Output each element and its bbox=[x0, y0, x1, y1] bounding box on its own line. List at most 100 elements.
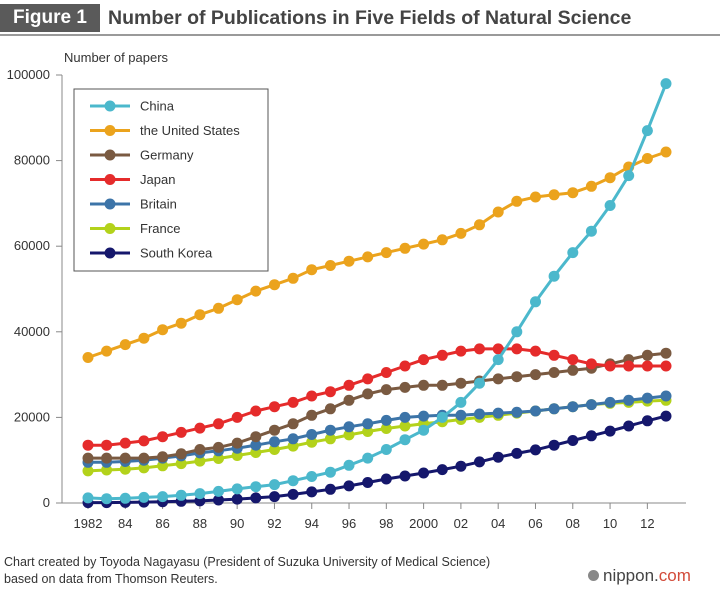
data-point bbox=[436, 464, 448, 476]
data-point bbox=[492, 343, 504, 355]
data-point bbox=[530, 345, 541, 357]
data-point bbox=[399, 470, 411, 482]
data-point bbox=[138, 452, 150, 464]
data-point bbox=[343, 429, 355, 441]
y-tick-label: 100000 bbox=[7, 67, 50, 82]
data-point bbox=[399, 420, 411, 432]
x-tick-label: 10 bbox=[603, 516, 617, 531]
data-point bbox=[511, 195, 523, 207]
data-point bbox=[530, 296, 541, 308]
data-point bbox=[511, 406, 523, 418]
data-point bbox=[324, 466, 336, 478]
data-point bbox=[175, 448, 187, 460]
data-point bbox=[623, 170, 635, 182]
data-point bbox=[138, 332, 150, 344]
legend-swatch-marker bbox=[104, 125, 116, 136]
data-point bbox=[585, 430, 597, 442]
data-point bbox=[492, 407, 504, 419]
y-tick-label: 60000 bbox=[14, 238, 50, 253]
x-tick-label: 06 bbox=[528, 516, 542, 531]
data-point bbox=[231, 294, 243, 306]
data-point bbox=[287, 396, 299, 408]
brand-suffix: com bbox=[658, 566, 691, 585]
source-note: Chart created by Toyoda Nagayasu (Presid… bbox=[4, 555, 491, 586]
data-point bbox=[82, 439, 94, 451]
data-point bbox=[511, 343, 523, 355]
data-point bbox=[231, 483, 243, 495]
data-point bbox=[362, 452, 374, 464]
data-point bbox=[436, 379, 448, 391]
title-divider bbox=[0, 34, 720, 36]
data-point bbox=[511, 326, 523, 338]
data-point bbox=[585, 225, 597, 237]
x-tick-label: 90 bbox=[230, 516, 244, 531]
data-point bbox=[82, 492, 94, 504]
legend-item: France bbox=[90, 221, 180, 236]
data-point bbox=[101, 493, 113, 505]
data-point bbox=[399, 242, 411, 254]
data-point bbox=[362, 426, 374, 437]
data-point bbox=[399, 434, 411, 446]
data-point bbox=[418, 410, 430, 422]
data-point bbox=[306, 471, 318, 482]
data-point bbox=[343, 459, 355, 471]
data-point bbox=[660, 410, 672, 422]
data-point bbox=[324, 483, 336, 495]
data-point bbox=[474, 408, 485, 420]
data-point bbox=[231, 437, 243, 449]
data-point bbox=[213, 418, 224, 430]
data-point bbox=[660, 347, 672, 359]
data-point bbox=[213, 441, 224, 453]
x-tick-label: 86 bbox=[155, 516, 169, 531]
legend-item: the United States bbox=[90, 123, 240, 138]
legend-label: Britain bbox=[140, 197, 177, 212]
data-point bbox=[530, 444, 541, 456]
data-point bbox=[343, 480, 355, 492]
x-tick-label: 88 bbox=[193, 516, 207, 531]
data-point bbox=[231, 493, 243, 505]
data-point bbox=[585, 180, 597, 192]
data-point bbox=[511, 447, 523, 459]
data-point bbox=[343, 255, 355, 267]
legend-label: South Korea bbox=[140, 246, 213, 261]
data-point bbox=[343, 379, 355, 391]
data-point bbox=[623, 360, 635, 372]
data-point bbox=[119, 339, 131, 351]
legend-item: Germany bbox=[90, 148, 194, 163]
data-point bbox=[362, 373, 374, 385]
data-point bbox=[585, 358, 597, 370]
data-point bbox=[175, 426, 187, 438]
y-tick-label: 20000 bbox=[14, 409, 50, 424]
data-point bbox=[641, 153, 653, 164]
data-point bbox=[455, 409, 467, 421]
data-point bbox=[511, 371, 523, 383]
data-point bbox=[269, 436, 280, 448]
data-point bbox=[623, 394, 635, 406]
data-point bbox=[548, 270, 560, 282]
data-point bbox=[660, 390, 672, 402]
data-point bbox=[101, 464, 113, 476]
data-point bbox=[362, 251, 374, 263]
data-point bbox=[324, 403, 336, 415]
data-point bbox=[157, 491, 169, 503]
legend-swatch-marker bbox=[104, 223, 116, 234]
data-point bbox=[418, 354, 430, 366]
data-point bbox=[380, 423, 392, 434]
data-point bbox=[492, 373, 504, 385]
legend-item: South Korea bbox=[90, 246, 213, 261]
data-point bbox=[436, 234, 448, 246]
data-point bbox=[380, 414, 392, 426]
legend-item: Britain bbox=[90, 197, 177, 212]
data-point bbox=[324, 386, 336, 398]
series-japan bbox=[82, 343, 672, 451]
figure-title: Number of Publications in Five Fields of… bbox=[108, 7, 632, 29]
data-point bbox=[343, 394, 355, 406]
data-point bbox=[380, 444, 392, 455]
data-point bbox=[436, 349, 448, 361]
data-point bbox=[585, 399, 597, 411]
data-point bbox=[548, 189, 560, 201]
figure-badge: Figure 1 bbox=[0, 4, 100, 32]
series-china bbox=[82, 78, 672, 505]
data-point bbox=[399, 411, 411, 423]
legend-item: Japan bbox=[90, 172, 175, 187]
